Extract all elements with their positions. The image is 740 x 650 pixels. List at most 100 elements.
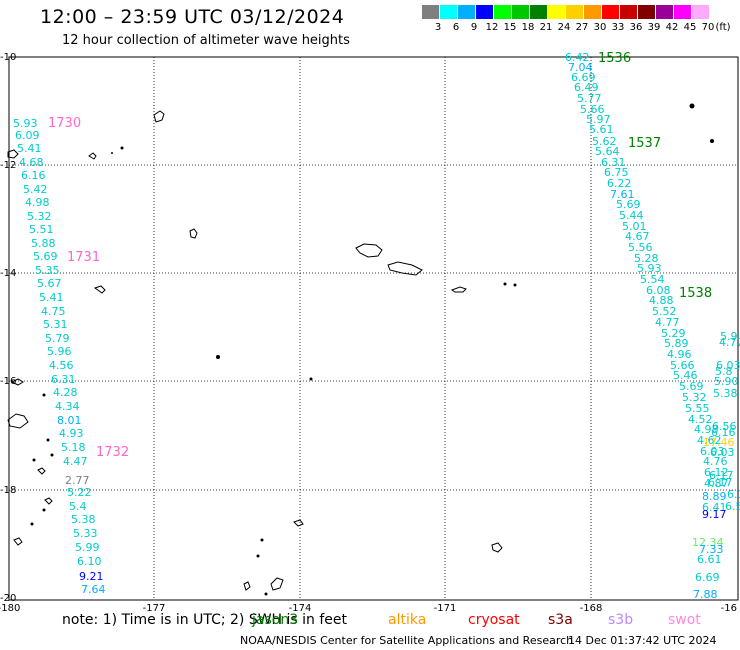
wave-height-reading: 6.09 [15,129,40,142]
wave-height-reading: 6.31 [601,156,626,169]
scale-swatch [494,5,511,19]
longitude-label: -180 [0,603,20,614]
scale-label: 36 [629,22,643,33]
scale-swatch [422,5,439,19]
wave-height-reading: 5.18 [61,441,86,454]
wave-height-reading: 6.61 [697,553,722,566]
latitude-label: -14 [0,268,16,279]
latitude-labels: -10 -12 -14 -16 -18 -20 [0,52,16,604]
wave-height-reading: 5.97 [586,113,611,126]
wave-height-reading: 5.55 [685,402,710,415]
wave-height-reading: 6.17 [708,476,733,489]
wave-height-reading: 7.88 [693,588,718,601]
wave-height-reading: 4.67 [625,230,650,243]
wave-height-reading: 5.69 [33,250,58,263]
wave-height-reading: 8.01 [57,414,82,427]
island-outline [189,228,198,239]
latitude-label: -12 [0,160,16,171]
legend-note: note: 1) Time is in UTC; 2) SWH is in fe… [62,612,701,628]
scale-swatch [566,5,583,19]
satellite-legend-s3a: s3a [548,612,573,628]
islet [42,393,46,397]
wave-height-reading: 5.32 [27,210,52,223]
wave-height-reading: 4.56 [49,359,74,372]
footer-credit: NOAA/NESDIS Center for Satellite Applica… [240,634,574,647]
wave-height-reading: 9.21 [79,570,104,583]
wave-height-reading: 5.46 [673,369,698,382]
wave-height-reading: 6.17 [709,469,734,482]
island-outline [13,537,23,546]
island-outline [37,467,46,475]
small-islets [30,103,714,596]
wave-height-reading: 4.98 [694,423,719,436]
wave-height-reading: 6.08 [646,284,671,297]
wave-height-reading: 6.56 [712,420,737,433]
pass-time-labels: 1730 1731 1732 1536 1537 1538 [48,51,712,460]
wave-height-reading: 6.41 [702,501,727,514]
islet [32,458,36,462]
island-outline [7,149,19,159]
satellite-tracks: 5.936.095.414.686.165.424.985.325.515.88… [13,51,740,601]
satellite-legend-cryosat: cryosat [468,612,520,628]
pass-time-label: 1731 [67,250,100,265]
wave-height-reading: 5.66 [670,359,695,372]
islet [50,453,54,457]
wave-height-reading: 9.17 [702,508,727,521]
scale-swatch [674,5,691,19]
wave-height-reading: 5.89 [664,337,689,350]
wave-height-reading: 4.34 [55,400,80,413]
wave-height-reading: 4.75 [41,305,66,318]
wave-height-reading: 4.98 [25,196,50,209]
wave-height-reading: 5.9 [720,330,738,343]
wave-height-reading: 5.29 [661,327,686,340]
wave-height-reading: 5.56 [628,241,653,254]
wave-height-reading: 4.77 [719,336,740,349]
longitude-label: -16 [721,603,737,614]
island-outline [270,577,284,591]
scale-swatch [548,5,565,19]
wave-height-reading: 5.62 [592,135,617,148]
scale-label: 21 [539,22,553,33]
island-outline [44,497,53,505]
wave-height-reading: 4.76 [703,455,728,468]
wave-height-reading: 5.41 [39,291,64,304]
wave-height-reading: 4.68 [19,156,44,169]
wave-height-reading: 5.35 [35,264,60,277]
wave-height-reading: 4.77 [655,316,680,329]
longitude-label: -174 [289,603,312,614]
satellite-legend-jason3: jason3 [252,612,299,628]
scale-swatch [692,5,709,19]
wave-height-reading: 5.67 [37,277,62,290]
scale-label: 45 [683,22,697,33]
scale-swatch [656,5,673,19]
wave-height-reading: 5.8 [715,365,733,378]
scale-swatch [638,5,655,19]
wave-height-reading: 5.32 [682,391,707,404]
wave-height-reading: 4.93 [59,427,84,440]
islet [111,152,113,154]
latitude-label: -18 [0,485,16,496]
scale-swatch [602,5,619,19]
island-outline [10,378,24,386]
wave-height-reading: 12.34 [692,536,724,549]
islet [264,592,268,596]
wave-height-reading: 5.28 [634,252,659,265]
wave-height-reading: 6.49 [574,81,599,94]
scale-swatch [458,5,475,19]
scale-label: 12 [485,22,499,33]
wave-height-reading: 5.93 [637,262,662,275]
longitude-label: -171 [434,603,457,614]
wave-height-reading: 5.79 [45,332,70,345]
wave-height-reading: 5.90 [714,375,739,388]
islet [216,355,220,359]
wave-height-reading: 5.38 [71,513,96,526]
wave-height-reading: 6.03 [700,445,725,458]
wave-height-reading: 5.64 [595,145,620,158]
scale-label: 3 [434,22,442,33]
wave-height-reading: 6.5 [725,500,740,513]
wave-height-reading: 5.77 [577,92,602,105]
wave-height-reading: 5.69 [679,380,704,393]
wave-height-reading: 5.22 [67,486,92,499]
lat-lon-grid [9,57,738,600]
island-outline [355,243,383,258]
